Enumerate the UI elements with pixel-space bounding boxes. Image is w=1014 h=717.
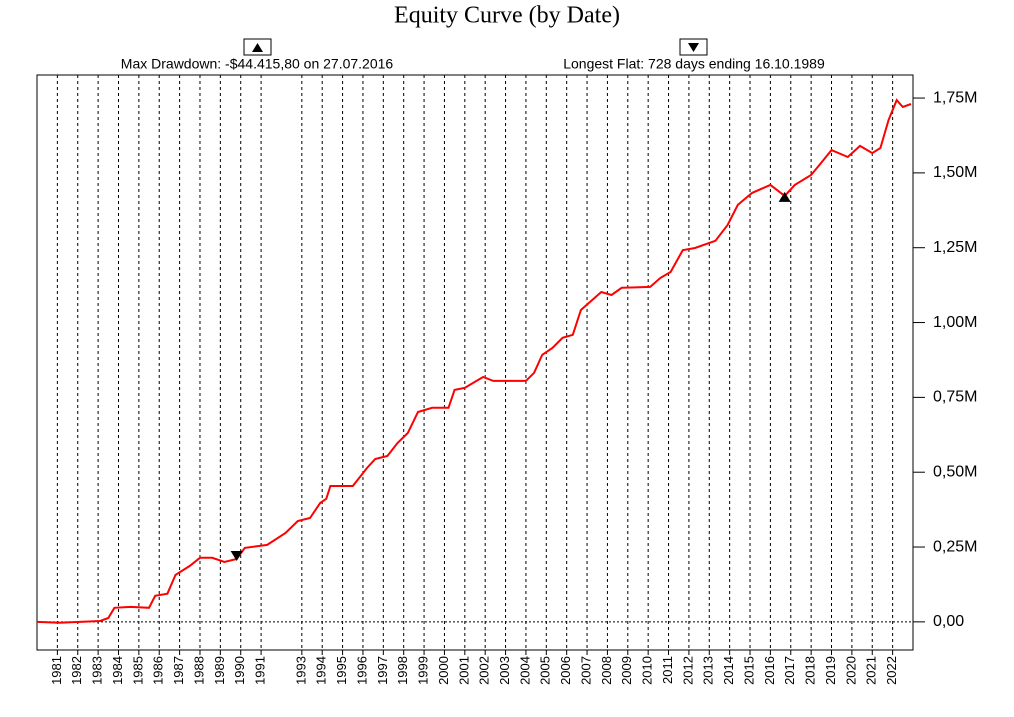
x-tick-label: 2004 — [517, 656, 532, 685]
y-tick-label: 1,75M — [933, 89, 977, 106]
drawdown-marker — [778, 191, 791, 202]
plot-frame — [36, 74, 914, 651]
y-tick-label: 0,75M — [933, 389, 977, 406]
x-tick-label: 1987 — [171, 656, 186, 685]
x-tick-label: 1986 — [151, 656, 166, 685]
y-tick-label: 0,00 — [933, 613, 964, 630]
x-tick-label: 1983 — [90, 656, 105, 685]
drawdown-marker — [230, 551, 243, 562]
x-tick-label: 2009 — [619, 656, 634, 685]
x-tick-label: 2015 — [741, 656, 756, 685]
x-tick-label: 1996 — [354, 656, 369, 685]
x-tick-label: 2007 — [578, 656, 593, 685]
x-tick-label: 2021 — [864, 656, 879, 685]
y-tick-label: 1,00M — [933, 314, 977, 331]
x-tick-label: 2002 — [477, 656, 492, 685]
y-tick-label: 0,50M — [933, 463, 977, 480]
x-tick-label: 1999 — [416, 656, 431, 685]
chart-title: Equity Curve (by Date) — [394, 3, 620, 29]
y-tick-label: 0,25M — [933, 538, 977, 555]
drawdown-annotation: Max Drawdown: -$44.415,80 on 27.07.2016 — [121, 56, 394, 72]
x-tick-label: 2008 — [599, 656, 614, 685]
x-tick-label: 2016 — [762, 656, 777, 685]
x-tick-label: 2010 — [640, 656, 655, 685]
x-tick-label: 1993 — [293, 656, 308, 685]
x-tick-label: 1988 — [191, 656, 206, 685]
x-tick-label: 1985 — [130, 656, 145, 685]
y-tick-label: 1,50M — [933, 164, 977, 181]
x-tick-label: 1984 — [110, 656, 125, 685]
x-tick-label: 1981 — [49, 656, 64, 685]
flat-annotation: Longest Flat: 728 days ending 16.10.1989 — [563, 56, 825, 72]
up-triangle-icon — [252, 43, 263, 52]
x-tick-label: 2022 — [884, 656, 899, 685]
down-triangle-icon — [688, 43, 699, 52]
x-tick-label: 2000 — [436, 656, 451, 685]
equity-line — [36, 98, 912, 624]
x-tick-label: 2020 — [843, 656, 858, 685]
x-tick-label: 1991 — [253, 656, 268, 685]
y-tick-label: 1,25M — [933, 239, 977, 256]
x-tick-label: 1995 — [334, 656, 349, 685]
x-tick-label: 1990 — [232, 656, 247, 685]
x-tick-label: 1989 — [212, 656, 227, 685]
x-tick-label: 2005 — [538, 656, 553, 685]
x-tick-label: 2011 — [660, 656, 675, 684]
x-tick-label: 2018 — [803, 656, 818, 685]
x-tick-label: 2001 — [456, 656, 471, 685]
x-tick-label: 1998 — [395, 656, 410, 685]
x-tick-label: 2013 — [701, 656, 716, 685]
x-tick-label: 2017 — [782, 656, 797, 685]
x-tick-label: 2012 — [680, 656, 695, 685]
x-tick-label: 1982 — [69, 656, 84, 685]
x-tick-label: 2003 — [497, 656, 512, 685]
x-tick-label: 2014 — [721, 656, 736, 685]
x-tick-label: 2006 — [558, 656, 573, 685]
x-tick-label: 1994 — [314, 656, 329, 685]
x-tick-label: 1997 — [375, 656, 390, 685]
x-tick-label: 2019 — [823, 656, 838, 685]
